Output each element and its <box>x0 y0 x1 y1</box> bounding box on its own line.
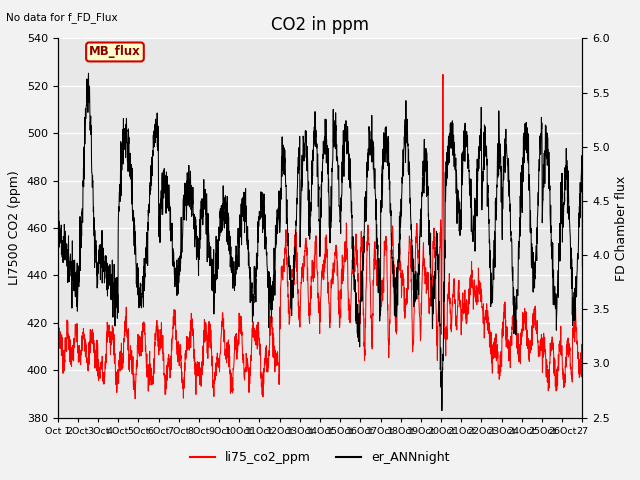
Y-axis label: LI7500 CO2 (ppm): LI7500 CO2 (ppm) <box>8 170 21 286</box>
Text: No data for f_FD_Flux: No data for f_FD_Flux <box>6 12 118 23</box>
Y-axis label: FD Chamber flux: FD Chamber flux <box>616 175 628 281</box>
Legend: li75_co2_ppm, er_ANNnight: li75_co2_ppm, er_ANNnight <box>186 446 454 469</box>
Text: MB_flux: MB_flux <box>89 46 141 59</box>
Title: CO2 in ppm: CO2 in ppm <box>271 16 369 34</box>
